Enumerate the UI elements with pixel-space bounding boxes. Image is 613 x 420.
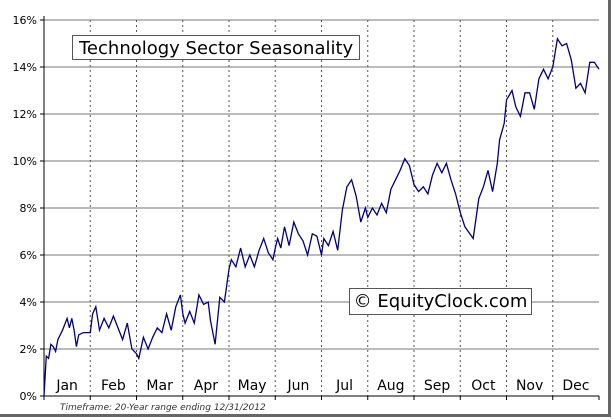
x-tick-label: Jan <box>55 378 78 394</box>
x-tick-label: Jul <box>335 378 353 394</box>
y-tick-label: 14% <box>13 61 37 74</box>
series-line <box>43 37 600 397</box>
y-tick-label: 2% <box>20 343 37 356</box>
y-tick-label: 16% <box>13 14 37 27</box>
x-tick-label: Feb <box>101 378 126 394</box>
x-tick-label: Sep <box>424 378 451 394</box>
x-tick-label: Nov <box>516 378 543 394</box>
x-tick-label: Oct <box>471 378 496 394</box>
y-tick-label: 10% <box>13 155 37 168</box>
watermark: © EquityClock.com <box>349 288 532 315</box>
chart-title: Technology Sector Seasonality <box>72 35 360 60</box>
footnote: Timeframe: 20-Year range ending 12/31/20… <box>60 403 266 413</box>
y-tick-label: 0% <box>20 390 37 403</box>
x-tick-label: Aug <box>377 378 404 394</box>
y-tick-label: 12% <box>13 108 37 121</box>
x-tick-label: Dec <box>562 378 589 394</box>
x-tick-label: Apr <box>194 378 218 394</box>
y-tick-label: 8% <box>20 202 37 215</box>
y-tick-label: 6% <box>20 249 37 262</box>
y-tick-label: 4% <box>20 296 37 309</box>
x-tick-label: May <box>238 378 267 394</box>
x-tick-label: Mar <box>146 378 173 394</box>
x-tick-label: Jun <box>286 378 309 394</box>
